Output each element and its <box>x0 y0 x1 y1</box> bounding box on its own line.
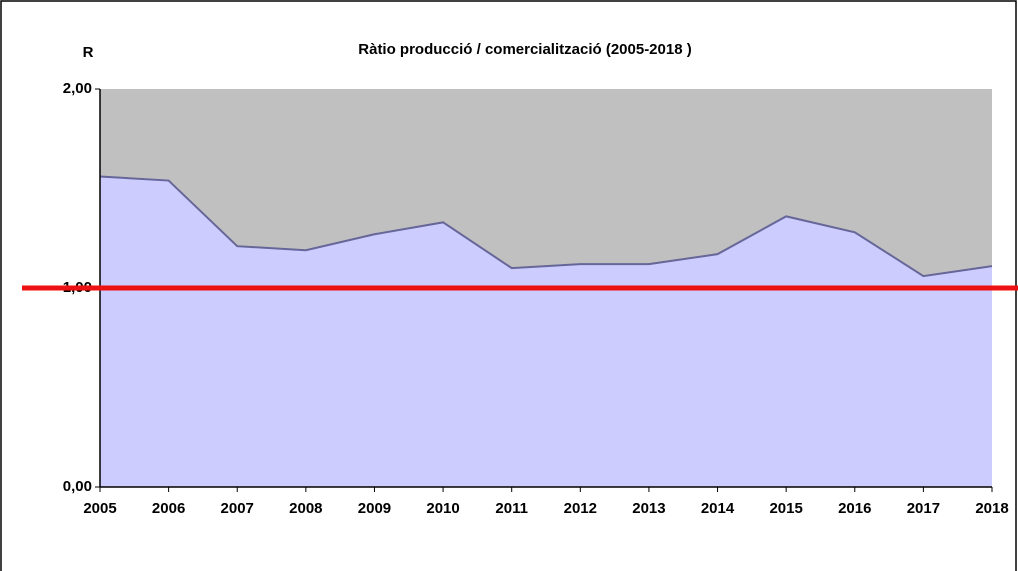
area <box>100 176 992 487</box>
y-tick-label: 2,00 <box>63 80 92 97</box>
x-tick-label: 2015 <box>769 500 802 517</box>
x-tick-label: 2017 <box>907 500 940 517</box>
x-tick-label: 2008 <box>289 500 322 517</box>
x-tick-label: 2014 <box>701 500 735 517</box>
x-tick-label: 2007 <box>221 500 254 517</box>
x-tick-label: 2016 <box>838 500 871 517</box>
x-tick-label: 2005 <box>83 500 116 517</box>
y-tick-label: 0,00 <box>63 478 92 495</box>
chart-title: Ràtio producció / comercialització (2005… <box>358 41 691 58</box>
x-tick-label: 2018 <box>975 500 1008 517</box>
x-tick-label: 2009 <box>358 500 391 517</box>
x-tick-label: 2010 <box>426 500 459 517</box>
y-axis-label: R <box>83 44 94 61</box>
x-tick-label: 2011 <box>495 500 528 517</box>
area-line <box>99 175 993 278</box>
x-tick-label: 2012 <box>564 500 597 517</box>
x-tick-label: 2013 <box>632 500 665 517</box>
x-tick-label: 2006 <box>152 500 185 517</box>
